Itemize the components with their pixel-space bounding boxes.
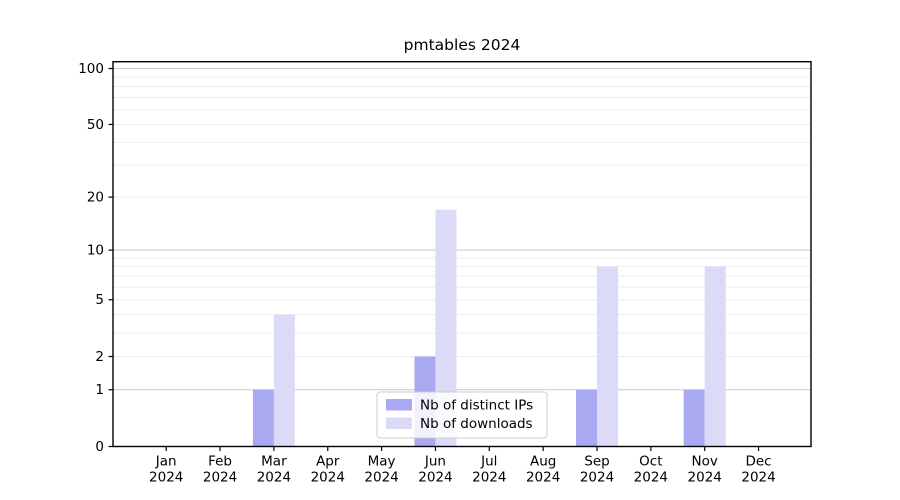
legend-label: Nb of distinct IPs xyxy=(420,398,533,414)
x-tick-label-month: May xyxy=(368,454,396,470)
y-tick-label: 2 xyxy=(95,349,104,365)
x-tick-label-month: Oct xyxy=(639,454,662,470)
x-tick-label-year: 2024 xyxy=(634,470,668,486)
x-tick-label-year: 2024 xyxy=(149,470,183,486)
x-tick-label-year: 2024 xyxy=(203,470,237,486)
x-tick-label-year: 2024 xyxy=(741,470,775,486)
x-tick-label-month: Dec xyxy=(745,454,771,470)
x-tick-label-month: Apr xyxy=(316,454,340,470)
x-tick-label-year: 2024 xyxy=(418,470,452,486)
legend-swatch xyxy=(386,417,412,429)
x-tick-label-month: Nov xyxy=(692,454,718,470)
y-tick-label: 10 xyxy=(87,243,104,259)
plot-border xyxy=(112,61,812,448)
bar-nov-downloads xyxy=(704,266,726,447)
legend-box xyxy=(376,391,548,439)
x-tick-label-year: 2024 xyxy=(257,470,291,486)
bar-jun-downloads xyxy=(435,209,457,447)
x-tick-label-month: Aug xyxy=(530,454,556,470)
x-tick-label-month: Jan xyxy=(155,454,177,470)
x-tick-label-month: Sep xyxy=(584,454,609,470)
x-tick-label-year: 2024 xyxy=(364,470,398,486)
y-tick-label: 0 xyxy=(95,439,104,455)
bar-sep-downloads xyxy=(597,266,618,447)
bar-nov-distinct-ips xyxy=(683,389,705,447)
y-tick-label: 100 xyxy=(78,61,104,77)
x-tick-label-year: 2024 xyxy=(526,470,560,486)
legend-label: Nb of downloads xyxy=(420,416,533,432)
bar-mar-downloads xyxy=(273,314,295,447)
chart-title: pmtables 2024 xyxy=(404,36,521,54)
x-tick-label-month: Mar xyxy=(261,454,287,470)
x-tick-label-year: 2024 xyxy=(688,470,722,486)
x-tick-label-month: Feb xyxy=(208,454,232,470)
x-tick-label-year: 2024 xyxy=(311,470,345,486)
x-tick-label-month: Jun xyxy=(424,454,446,470)
y-tick-label: 1 xyxy=(95,382,104,398)
legend-swatch xyxy=(386,399,412,411)
bar-mar-distinct-ips xyxy=(252,389,274,447)
y-tick-label: 20 xyxy=(87,190,104,206)
bar-sep-distinct-ips xyxy=(576,389,597,447)
y-tick-label: 50 xyxy=(87,117,104,133)
x-tick-label-month: Jul xyxy=(480,454,497,470)
x-tick-label-year: 2024 xyxy=(580,470,614,486)
y-tick-label: 5 xyxy=(95,292,104,308)
x-tick-label-year: 2024 xyxy=(472,470,506,486)
